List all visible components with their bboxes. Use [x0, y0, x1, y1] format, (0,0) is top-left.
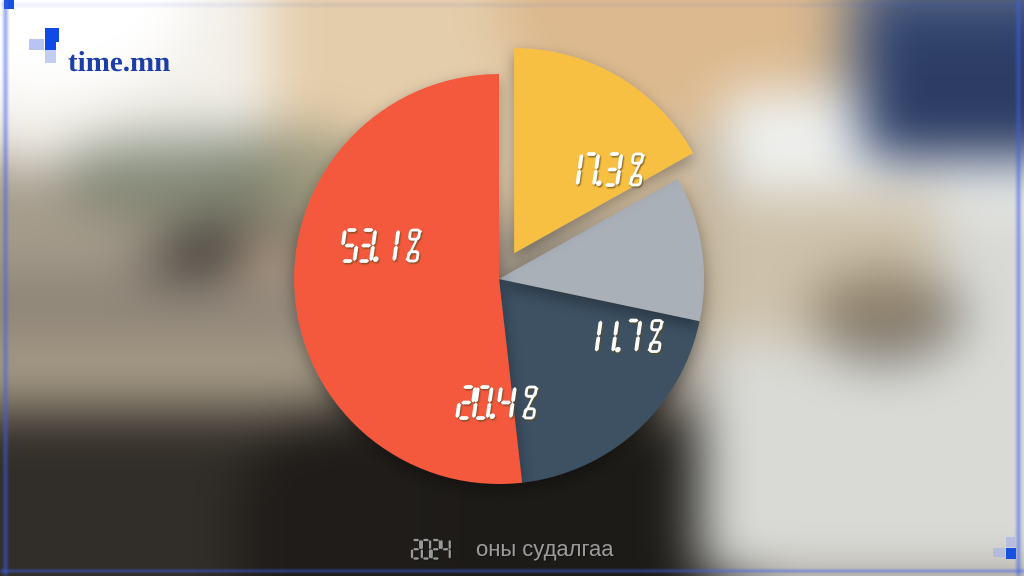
svg-text:оны судалгаа: оны судалгаа	[476, 536, 614, 561]
